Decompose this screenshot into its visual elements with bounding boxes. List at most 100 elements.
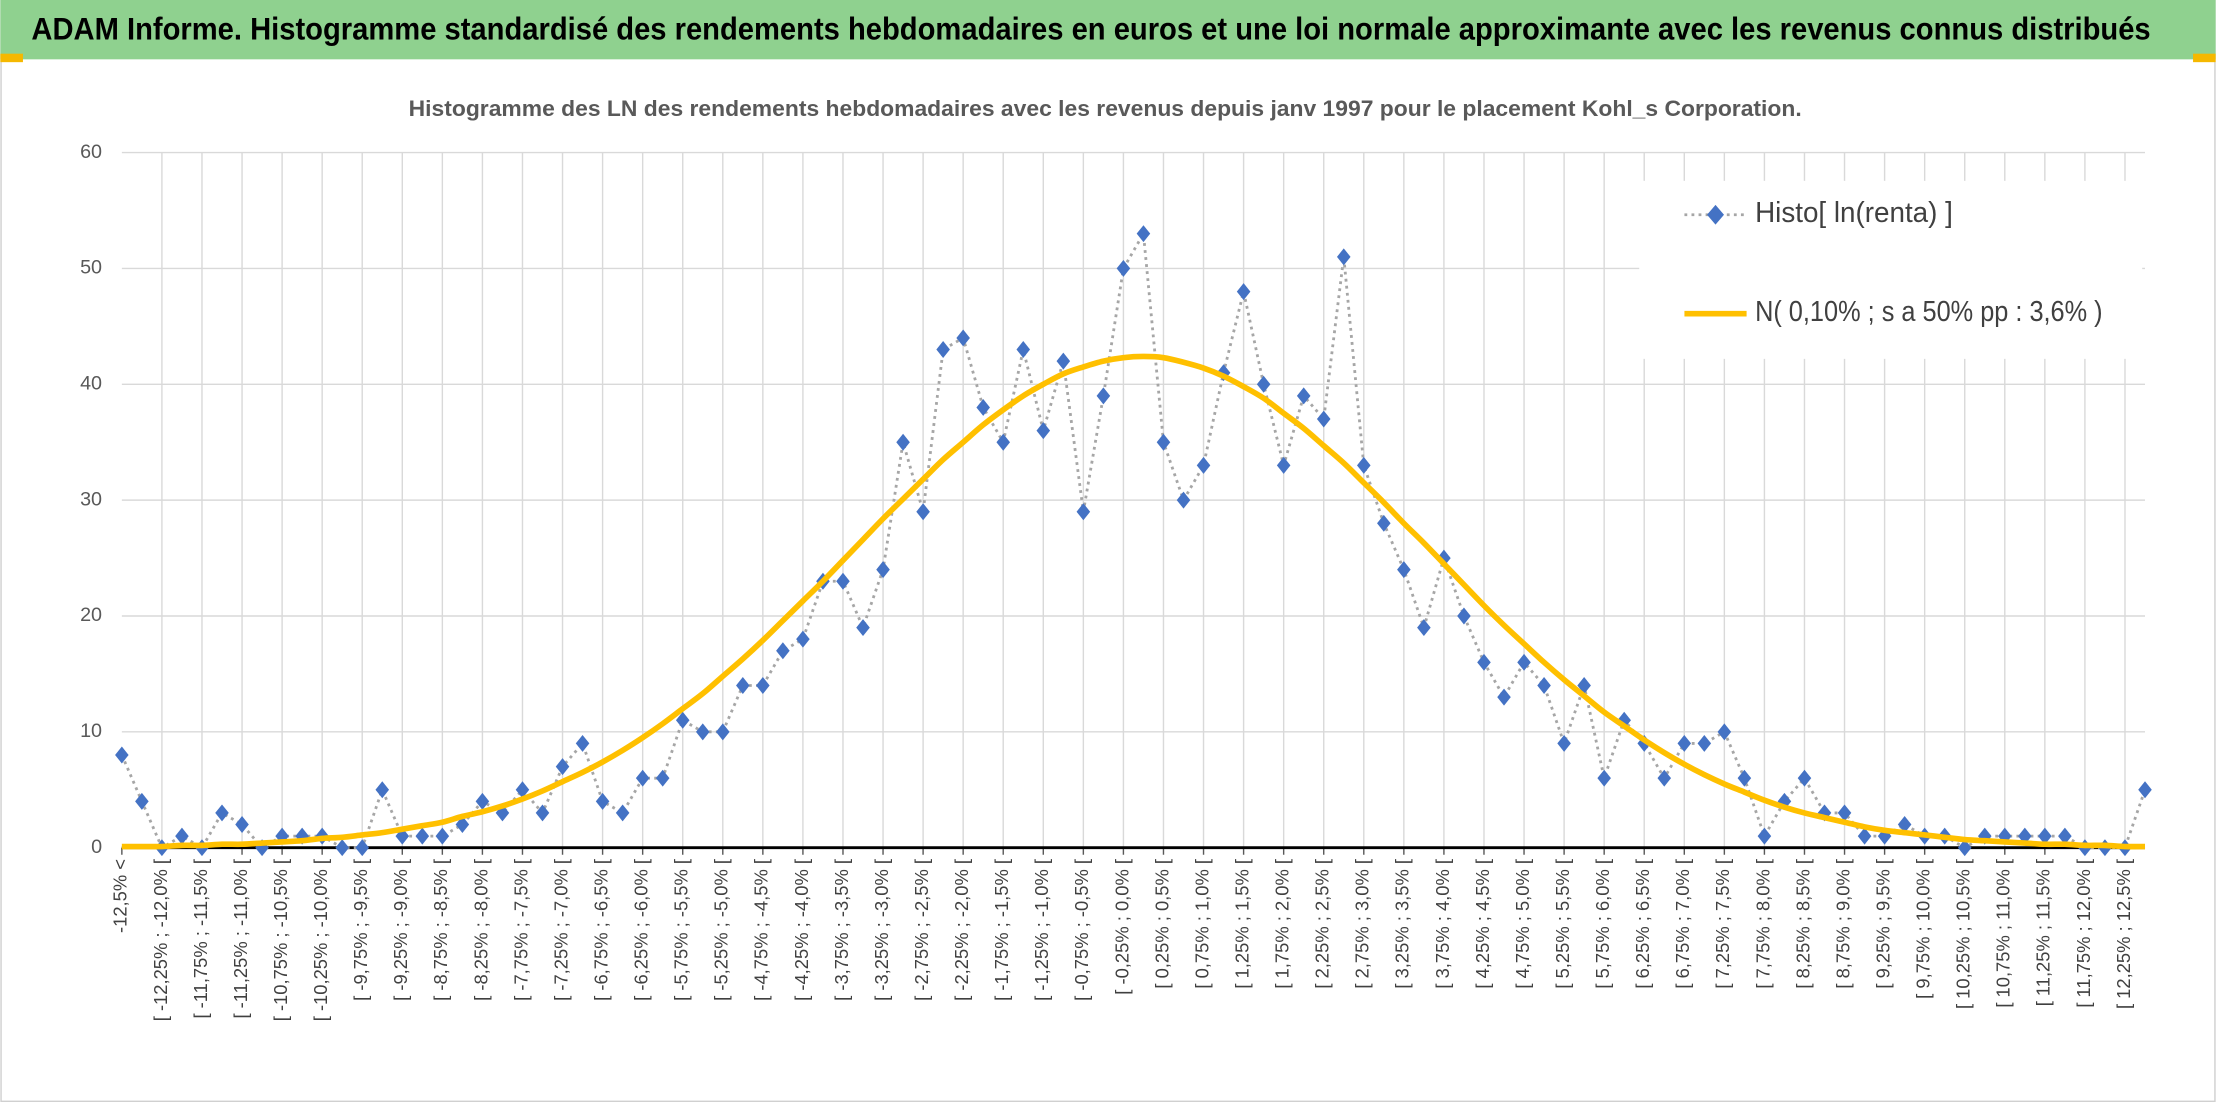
x-tick-label: [ -7,25% ; -7,0% [: [550, 859, 571, 1001]
x-tick-label: [ -2,75% ; -2,5% [: [911, 859, 932, 1001]
x-tick-label: [ -11,75% ; -11,5% [: [190, 859, 211, 1019]
marker: [716, 723, 730, 741]
marker: [956, 329, 970, 347]
marker: [215, 804, 229, 822]
marker: [555, 758, 570, 776]
corner-accent: [2193, 53, 2216, 63]
x-tick-label: [ 2,75% ; 3,0% [: [1352, 859, 1373, 989]
marker: [395, 827, 410, 845]
corner-accent: [0, 53, 23, 63]
x-tick-label: [ 4,25% ; 4,5% [: [1472, 859, 1493, 989]
marker: [1156, 433, 1171, 451]
marker: [535, 804, 550, 822]
marker: [1657, 769, 1672, 787]
x-tick-label: [ 0,25% ; 0,5% [: [1151, 859, 1172, 989]
x-tick-label: [ 9,75% ; 10,0% [: [1913, 859, 1934, 999]
marker: [595, 792, 610, 810]
marker: [2058, 827, 2072, 845]
header-title: ADAM Informe. Histogramme standardisé de…: [31, 11, 2150, 46]
x-tick-label: [ 10,25% ; 10,5% [: [1953, 859, 1974, 1009]
x-tick-label: [ -1,75% ; -1,5% [: [991, 859, 1012, 1001]
marker: [1417, 619, 1431, 637]
y-tick-label: 30: [80, 488, 102, 510]
x-tick-label: [ 2,25% ; 2,5% [: [1312, 859, 1333, 989]
marker: [1717, 723, 1732, 741]
x-tick-label: [ -8,75% ; -8,5% [: [430, 859, 451, 1001]
marker: [115, 746, 129, 764]
marker: [1497, 688, 1511, 706]
marker: [1116, 259, 1131, 277]
x-tick-label: [ -4,25% ; -4,0% [: [791, 859, 812, 1001]
x-tick-label: [ -4,75% ; -4,5% [: [751, 859, 772, 1001]
x-tick-label: [ -10,25% ; -10,0% [: [310, 859, 331, 1021]
x-tick-label: -12,5% <: [110, 859, 131, 933]
x-tick-label: [ 9,25% ; 9,5% [: [1872, 859, 1893, 989]
x-tick-label: [ -11,25% ; -11,0% [: [230, 859, 251, 1019]
marker: [2138, 781, 2152, 799]
x-tick-label: [ 0,75% ; 1,0% [: [1191, 859, 1212, 989]
x-tick-label: [ -12,25% ; -12,0% [: [150, 859, 171, 1021]
marker: [1397, 561, 1411, 579]
x-tick-label: [ -3,75% ; -3,5% [: [831, 859, 852, 1001]
marker: [415, 827, 430, 845]
x-tick-label: [ 1,25% ; 1,5% [: [1231, 859, 1252, 989]
marker: [1096, 387, 1111, 405]
legend-marker: [1707, 204, 1724, 225]
curve: [121, 353, 2146, 850]
marker: [1036, 422, 1051, 440]
y-tick-label: 10: [80, 720, 102, 742]
marker: [635, 769, 650, 787]
marker: [435, 827, 450, 845]
legend-label: N( 0,10% ; s a 50% pp : 3,6% ): [1755, 295, 2103, 327]
x-tick-label: [ -0,75% ; -0,5% [: [1071, 859, 1092, 1001]
marker: [776, 642, 790, 660]
marker: [615, 804, 630, 822]
marker: [1537, 677, 1551, 694]
x-tick-label: [ 8,75% ; 9,0% [: [1832, 859, 1853, 989]
legend-label: Histo[ ln(renta) ]: [1755, 196, 1953, 228]
marker: [976, 398, 990, 416]
marker: [1677, 734, 1692, 752]
y-tick-label: 0: [91, 836, 102, 858]
marker: [1136, 225, 1151, 243]
marker: [1056, 352, 1071, 370]
y-tick-label: 60: [80, 141, 102, 163]
legend-box: [1639, 180, 2143, 359]
marker: [475, 792, 490, 810]
x-tick-label: [ 1,75% ; 2,0% [: [1272, 859, 1293, 989]
x-tick-label: [ -8,25% ; -8,0% [: [470, 859, 491, 1001]
x-tick-label: [ 7,75% ; 8,0% [: [1752, 859, 1773, 989]
marker: [675, 711, 690, 729]
marker: [1797, 769, 1812, 787]
marker: [1316, 410, 1331, 428]
marker: [695, 723, 710, 741]
x-tick-label: [ -10,75% ; -10,5% [: [270, 859, 291, 1021]
marker: [1196, 456, 1211, 474]
marker: [515, 781, 530, 799]
y-tick-label: 20: [80, 604, 102, 626]
x-tick-label: [ 6,75% ; 7,0% [: [1672, 859, 1693, 989]
marker: [1377, 514, 1391, 532]
marker: [175, 827, 189, 845]
x-tick-label: [ 3,75% ; 4,0% [: [1432, 859, 1453, 989]
marker: [876, 561, 890, 579]
marker: [1176, 491, 1191, 509]
marker: [335, 839, 349, 857]
x-tick-label: [ -2,25% ; -2,0% [: [951, 859, 972, 1001]
x-tick-label: [ 5,25% ; 5,5% [: [1552, 859, 1573, 989]
x-tick-label: [ -3,25% ; -3,0% [: [871, 859, 892, 1001]
marker: [1597, 769, 1611, 787]
marker: [836, 572, 850, 590]
x-tick-label: [ -6,25% ; -6,0% [: [631, 859, 652, 1001]
x-tick-label: [ -5,25% ; -5,0% [: [711, 859, 732, 1001]
x-tick-label: [ -0,25% ; 0,0% [: [1111, 859, 1132, 995]
x-tick-label: [ 3,25% ; 3,5% [: [1392, 859, 1413, 989]
x-tick-label: [ 7,25% ; 7,5% [: [1712, 859, 1733, 989]
marker: [135, 792, 149, 810]
x-tick-label: [ 11,25% ; 11,5% [: [2033, 859, 2054, 1006]
marker: [375, 781, 390, 799]
x-tick-label: [ 10,75% ; 11,0% [: [1993, 859, 2014, 1008]
marker: [1076, 503, 1091, 521]
